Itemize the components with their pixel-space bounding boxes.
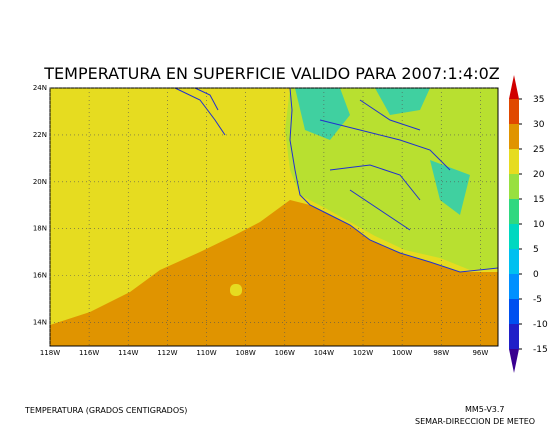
map: [50, 87, 499, 346]
x-tick-label: 110W: [196, 349, 216, 357]
colorbar-segment: [509, 299, 519, 324]
x-tick-label: 108W: [235, 349, 255, 357]
y-tick-label: 14N: [33, 319, 47, 327]
x-tick-label: 116W: [79, 349, 99, 357]
colorbar-segment: [509, 249, 519, 274]
coastline: [289, 87, 499, 273]
colorbar-label: 10: [533, 220, 545, 230]
colorbar-label: 5: [533, 245, 539, 255]
colorbar-over: [509, 75, 519, 99]
colorbar-segment: [509, 124, 519, 149]
y-tick-label: 22N: [33, 131, 47, 139]
title: TEMPERATURA EN SUPERFICIE VALIDO PARA 20…: [43, 64, 500, 83]
colorbar-segment: [509, 149, 519, 174]
colorbar-segment: [509, 199, 519, 224]
x-tick-label: 98W: [433, 349, 449, 357]
island-field: [230, 284, 242, 296]
colorbar-label: -10: [533, 320, 548, 330]
colorbar-under: [509, 349, 519, 373]
footer-agency: SEMAR-DIRECCION DE METEO: [415, 417, 535, 425]
baja-coast: [174, 87, 226, 136]
colorbar-segment: [509, 224, 519, 249]
x-tick-label: 102W: [353, 349, 373, 357]
x-tick-label: 106W: [275, 349, 295, 357]
footer-model: MM5-V3.7: [465, 405, 505, 414]
colorbar-label: -15: [533, 345, 548, 355]
colorbar-label: 30: [533, 120, 545, 130]
footer-left: TEMPERATURA (GRADOS CENTIGRADOS): [24, 406, 187, 415]
x-tick-label: 112W: [157, 349, 177, 357]
x-tick-label: 100W: [392, 349, 412, 357]
x-tick-label: 114W: [118, 349, 138, 357]
colorbar-label: 15: [533, 195, 544, 205]
colorbar-label: 20: [533, 170, 545, 180]
warm-ocean: [50, 200, 498, 346]
colorbar-segment: [509, 174, 519, 199]
y-tick-label: 24N: [33, 84, 47, 92]
state-borders: [319, 99, 451, 231]
y-tick-label: 18N: [33, 225, 47, 233]
colorbar-label: 0: [533, 270, 539, 280]
y-tick-label: 20N: [33, 178, 47, 186]
x-tick-label: 96W: [472, 349, 488, 357]
colorbar-segment: [509, 274, 519, 299]
x-tick-label: 104W: [314, 349, 334, 357]
land-field: [285, 88, 498, 270]
colorbar-segment: [509, 324, 519, 349]
cool-area: [295, 88, 470, 215]
x-tick-label: 118W: [40, 349, 60, 357]
colorbar-label: 35: [533, 95, 544, 105]
colorbar-label: -5: [533, 295, 542, 305]
colorbar-segment: [509, 99, 519, 124]
y-tick-label: 16N: [33, 272, 47, 280]
colorbar-label: 25: [533, 145, 544, 155]
